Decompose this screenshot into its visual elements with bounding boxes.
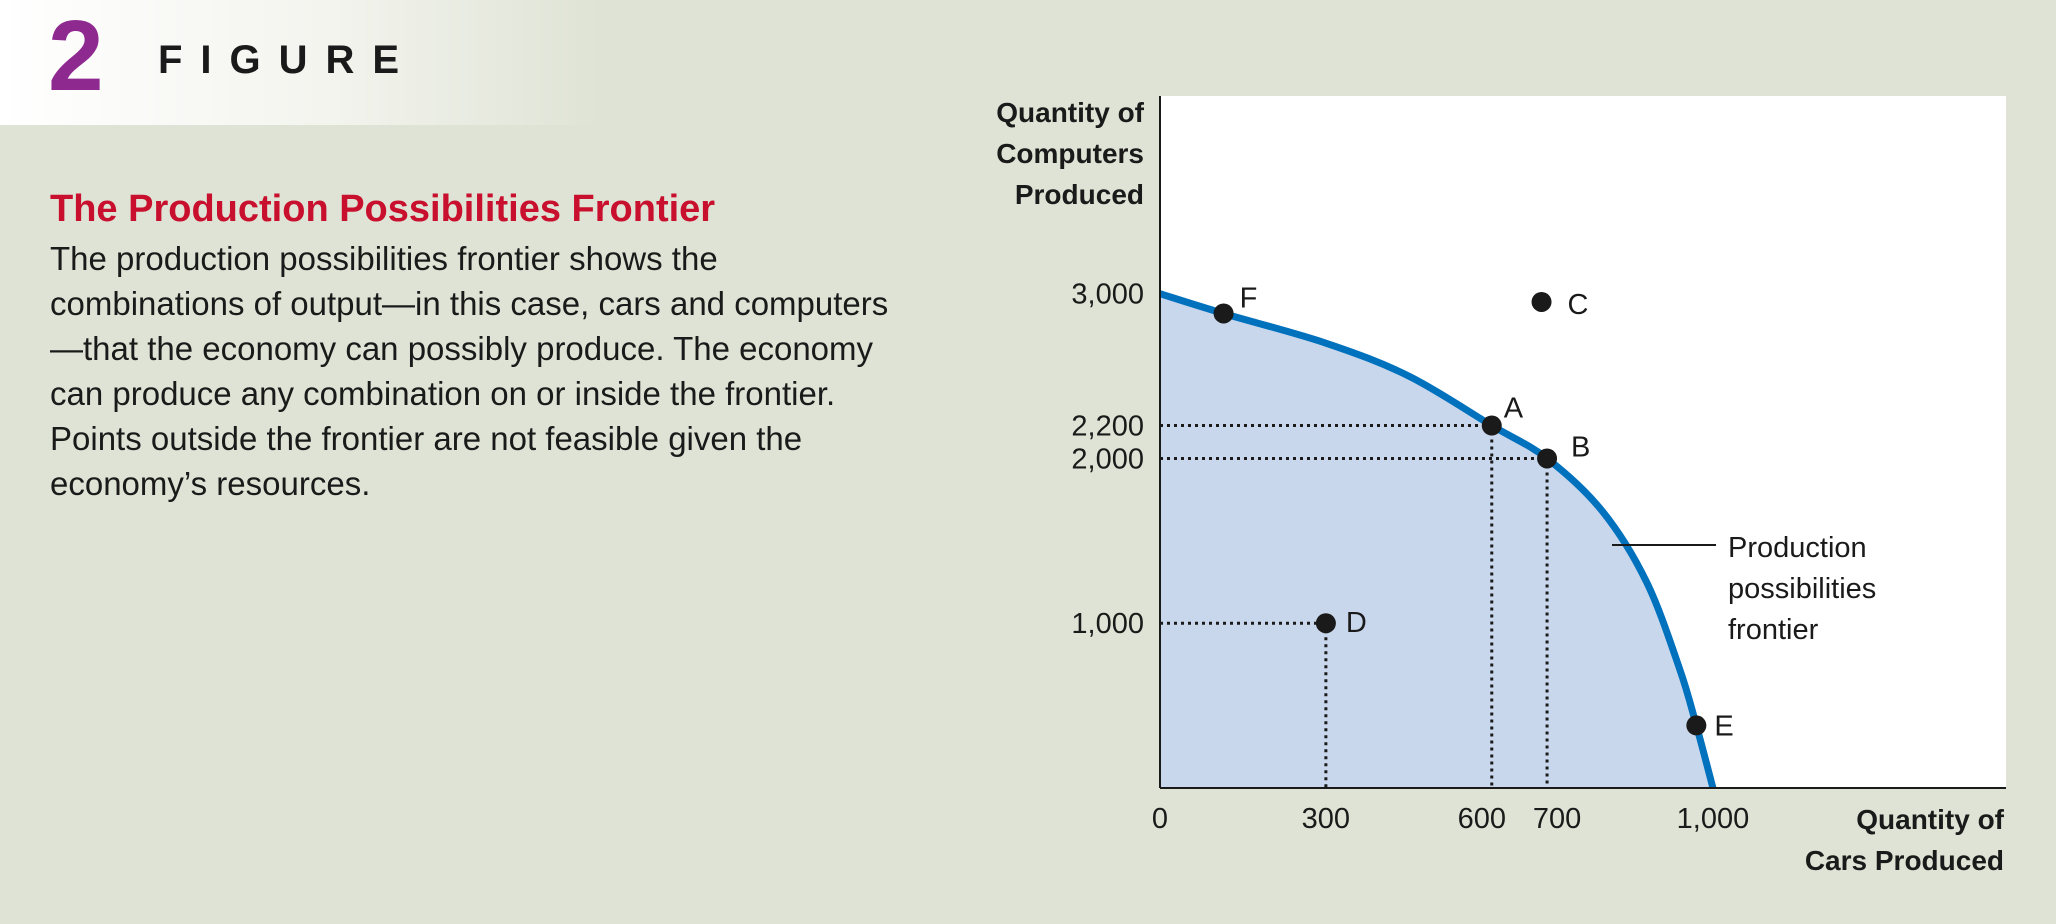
point-f bbox=[1213, 303, 1234, 324]
x-axis-title-line-2: Cars Produced bbox=[1805, 845, 2004, 876]
figure-number: 2 bbox=[48, 0, 104, 112]
y-tick-label: 1,000 bbox=[1071, 608, 1144, 640]
caption-body: The production possibilities frontier sh… bbox=[50, 240, 889, 502]
caption-title: The Production Possibilities Frontier bbox=[50, 188, 716, 230]
y-axis-title-line-2: Computers bbox=[996, 138, 1144, 169]
point-c bbox=[1531, 291, 1552, 312]
annotation-line-1: Production bbox=[1728, 532, 1867, 564]
y-tick-label: 3,000 bbox=[1071, 279, 1144, 311]
feasible-region bbox=[1160, 293, 1713, 788]
point-label-e: E bbox=[1714, 710, 1733, 742]
point-label-f: F bbox=[1240, 282, 1258, 314]
y-axis-title-line-3: Produced bbox=[1015, 179, 1144, 210]
point-e bbox=[1686, 715, 1707, 736]
point-label-d: D bbox=[1346, 607, 1367, 639]
y-tick-label: 2,000 bbox=[1071, 443, 1144, 475]
figure-label: FIGURE bbox=[158, 38, 418, 82]
point-b bbox=[1537, 448, 1558, 469]
point-label-c: C bbox=[1568, 289, 1589, 321]
x-tick-label: 300 bbox=[1302, 803, 1350, 835]
data-points: F C A B D E bbox=[1213, 282, 1734, 742]
point-d bbox=[1315, 613, 1336, 634]
y-axis-title-line-1: Quantity of bbox=[996, 97, 1144, 128]
x-tick-label: 1,000 bbox=[1677, 803, 1750, 835]
x-axis-title-line-1: Quantity of bbox=[1856, 804, 2004, 835]
point-label-a: A bbox=[1504, 393, 1524, 425]
y-tick-label: 2,200 bbox=[1071, 411, 1144, 443]
x-tick-labels: 0 300 600 700 1,000 bbox=[1152, 803, 1749, 835]
figure-header: 2 FIGURE bbox=[0, 0, 600, 125]
annotation-line-2: possibilities bbox=[1728, 573, 1876, 605]
x-tick-label: 700 bbox=[1533, 803, 1581, 835]
guide-lines bbox=[1160, 424, 1549, 788]
annotation-line-3: frontier bbox=[1728, 614, 1819, 646]
x-tick-label: 600 bbox=[1458, 803, 1506, 835]
point-a bbox=[1481, 415, 1502, 436]
point-label-b: B bbox=[1571, 431, 1590, 463]
x-tick-label: 0 bbox=[1152, 803, 1168, 835]
